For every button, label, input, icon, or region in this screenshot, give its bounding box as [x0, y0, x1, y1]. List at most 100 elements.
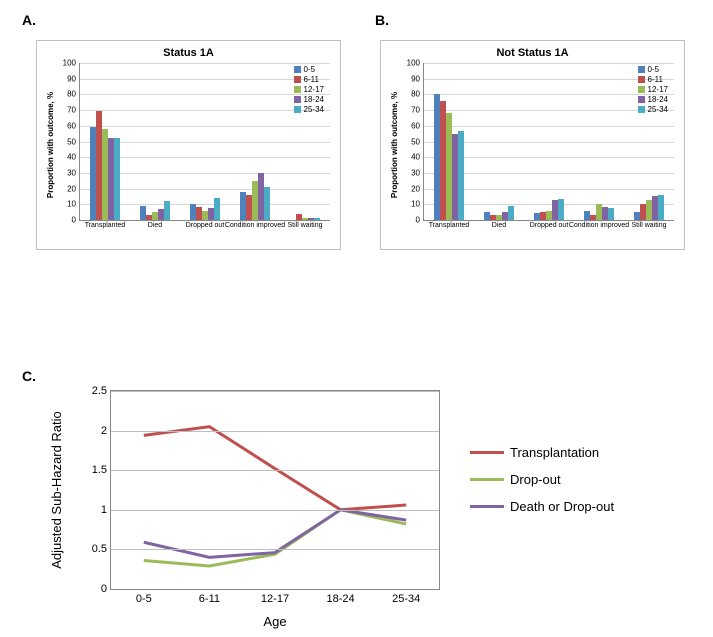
grid-line: [80, 110, 330, 111]
panel-a-label: A.: [22, 12, 36, 28]
y-tick: 2.5: [81, 385, 107, 397]
bar: [314, 218, 320, 220]
chart-title: Status 1A: [37, 47, 340, 59]
x-category: Condition improved: [225, 222, 285, 229]
plot-area: 0102030405060708090100TransplantedDiedDr…: [423, 63, 674, 221]
y-tick: 0.5: [81, 543, 107, 555]
legend-label: Transplantation: [510, 445, 599, 460]
grid-line: [111, 510, 439, 511]
legend-item: 25-34: [638, 105, 668, 114]
x-axis-label: Age: [110, 614, 440, 629]
legend-line: [470, 451, 504, 454]
legend-swatch: [638, 96, 645, 103]
y-tick: 30: [396, 168, 420, 177]
y-tick: 40: [52, 153, 76, 162]
chart-hazard-ratio: 00.511.522.50-56-1112-1718-2425-34: [110, 390, 440, 590]
grid-line: [424, 110, 674, 111]
x-category: Died: [492, 222, 506, 229]
legend-swatch: [294, 106, 301, 113]
y-tick: 60: [396, 121, 420, 130]
grid-line: [424, 94, 674, 95]
bar: [508, 206, 514, 220]
x-tick: 6-11: [199, 593, 220, 605]
legend-line: [470, 505, 504, 508]
legend-swatch: [638, 66, 645, 73]
legend: 0-56-1112-1718-2425-34: [294, 65, 324, 115]
legend-item: 25-34: [294, 105, 324, 114]
legend-label: 18-24: [648, 95, 668, 104]
legend-item: Transplantation: [470, 445, 614, 460]
legend-item: Drop-out: [470, 472, 614, 487]
y-axis-label: Adjusted Sub-Hazard Ratio: [49, 411, 64, 569]
bar: [558, 199, 564, 220]
y-tick: 60: [52, 121, 76, 130]
legend-label: 0-5: [304, 65, 316, 74]
y-tick: 70: [396, 106, 420, 115]
bar: [214, 198, 220, 220]
legend-item: 0-5: [294, 65, 324, 74]
x-category: Condition improved: [569, 222, 629, 229]
y-tick: 50: [396, 137, 420, 146]
chart-not-status-1a: Not Status 1A Proportion with outcome, %…: [380, 40, 685, 250]
grid-line: [424, 79, 674, 80]
x-category: Transplanted: [85, 222, 126, 229]
legend-label: 12-17: [304, 85, 324, 94]
legend-item: 6-11: [294, 75, 324, 84]
legend-label: 18-24: [304, 95, 324, 104]
legend-label: 0-5: [648, 65, 660, 74]
legend-item: 18-24: [638, 95, 668, 104]
legend-label: 25-34: [648, 105, 668, 114]
line-plot-svg: [111, 391, 439, 589]
legend: TransplantationDrop-outDeath or Drop-out: [470, 445, 614, 526]
y-tick: 0: [52, 216, 76, 225]
x-category: Dropped out: [530, 222, 569, 229]
legend-swatch: [638, 76, 645, 83]
grid-line: [111, 470, 439, 471]
legend-item: 12-17: [638, 85, 668, 94]
grid-line: [424, 126, 674, 127]
y-tick: 0: [396, 216, 420, 225]
chart-status-1a: Status 1A Proportion with outcome, % 010…: [36, 40, 341, 250]
bar: [264, 187, 270, 220]
legend: 0-56-1112-1718-2425-34: [638, 65, 668, 115]
x-category: Still waiting: [631, 222, 666, 229]
panel-c-label: C.: [22, 368, 36, 384]
legend-item: 6-11: [638, 75, 668, 84]
y-tick: 40: [396, 153, 420, 162]
series-line: [144, 510, 406, 566]
y-tick: 70: [52, 106, 76, 115]
series-line: [144, 427, 406, 510]
legend-swatch: [294, 66, 301, 73]
grid-line: [80, 126, 330, 127]
legend-item: 18-24: [294, 95, 324, 104]
legend-swatch: [294, 96, 301, 103]
y-tick: 1.5: [81, 464, 107, 476]
grid-line: [424, 63, 674, 64]
bar: [458, 131, 464, 220]
y-tick: 30: [52, 168, 76, 177]
legend-swatch: [638, 86, 645, 93]
y-tick: 0: [81, 583, 107, 595]
y-tick: 80: [396, 90, 420, 99]
x-tick: 25-34: [392, 593, 420, 605]
legend-label: 25-34: [304, 105, 324, 114]
chart-title: Not Status 1A: [381, 47, 684, 59]
y-tick: 90: [52, 74, 76, 83]
y-tick: 20: [52, 184, 76, 193]
x-tick: 18-24: [327, 593, 355, 605]
y-tick: 20: [396, 184, 420, 193]
y-tick: 100: [396, 59, 420, 68]
bar: [608, 208, 614, 220]
legend-swatch: [638, 106, 645, 113]
y-tick: 10: [52, 200, 76, 209]
bar: [114, 138, 120, 220]
grid-line: [111, 549, 439, 550]
grid-line: [80, 79, 330, 80]
y-tick: 10: [396, 200, 420, 209]
y-tick: 100: [52, 59, 76, 68]
x-category: Transplanted: [429, 222, 470, 229]
x-category: Dropped out: [186, 222, 225, 229]
legend-label: Drop-out: [510, 472, 561, 487]
legend-label: 6-11: [304, 75, 319, 84]
y-tick: 50: [52, 137, 76, 146]
